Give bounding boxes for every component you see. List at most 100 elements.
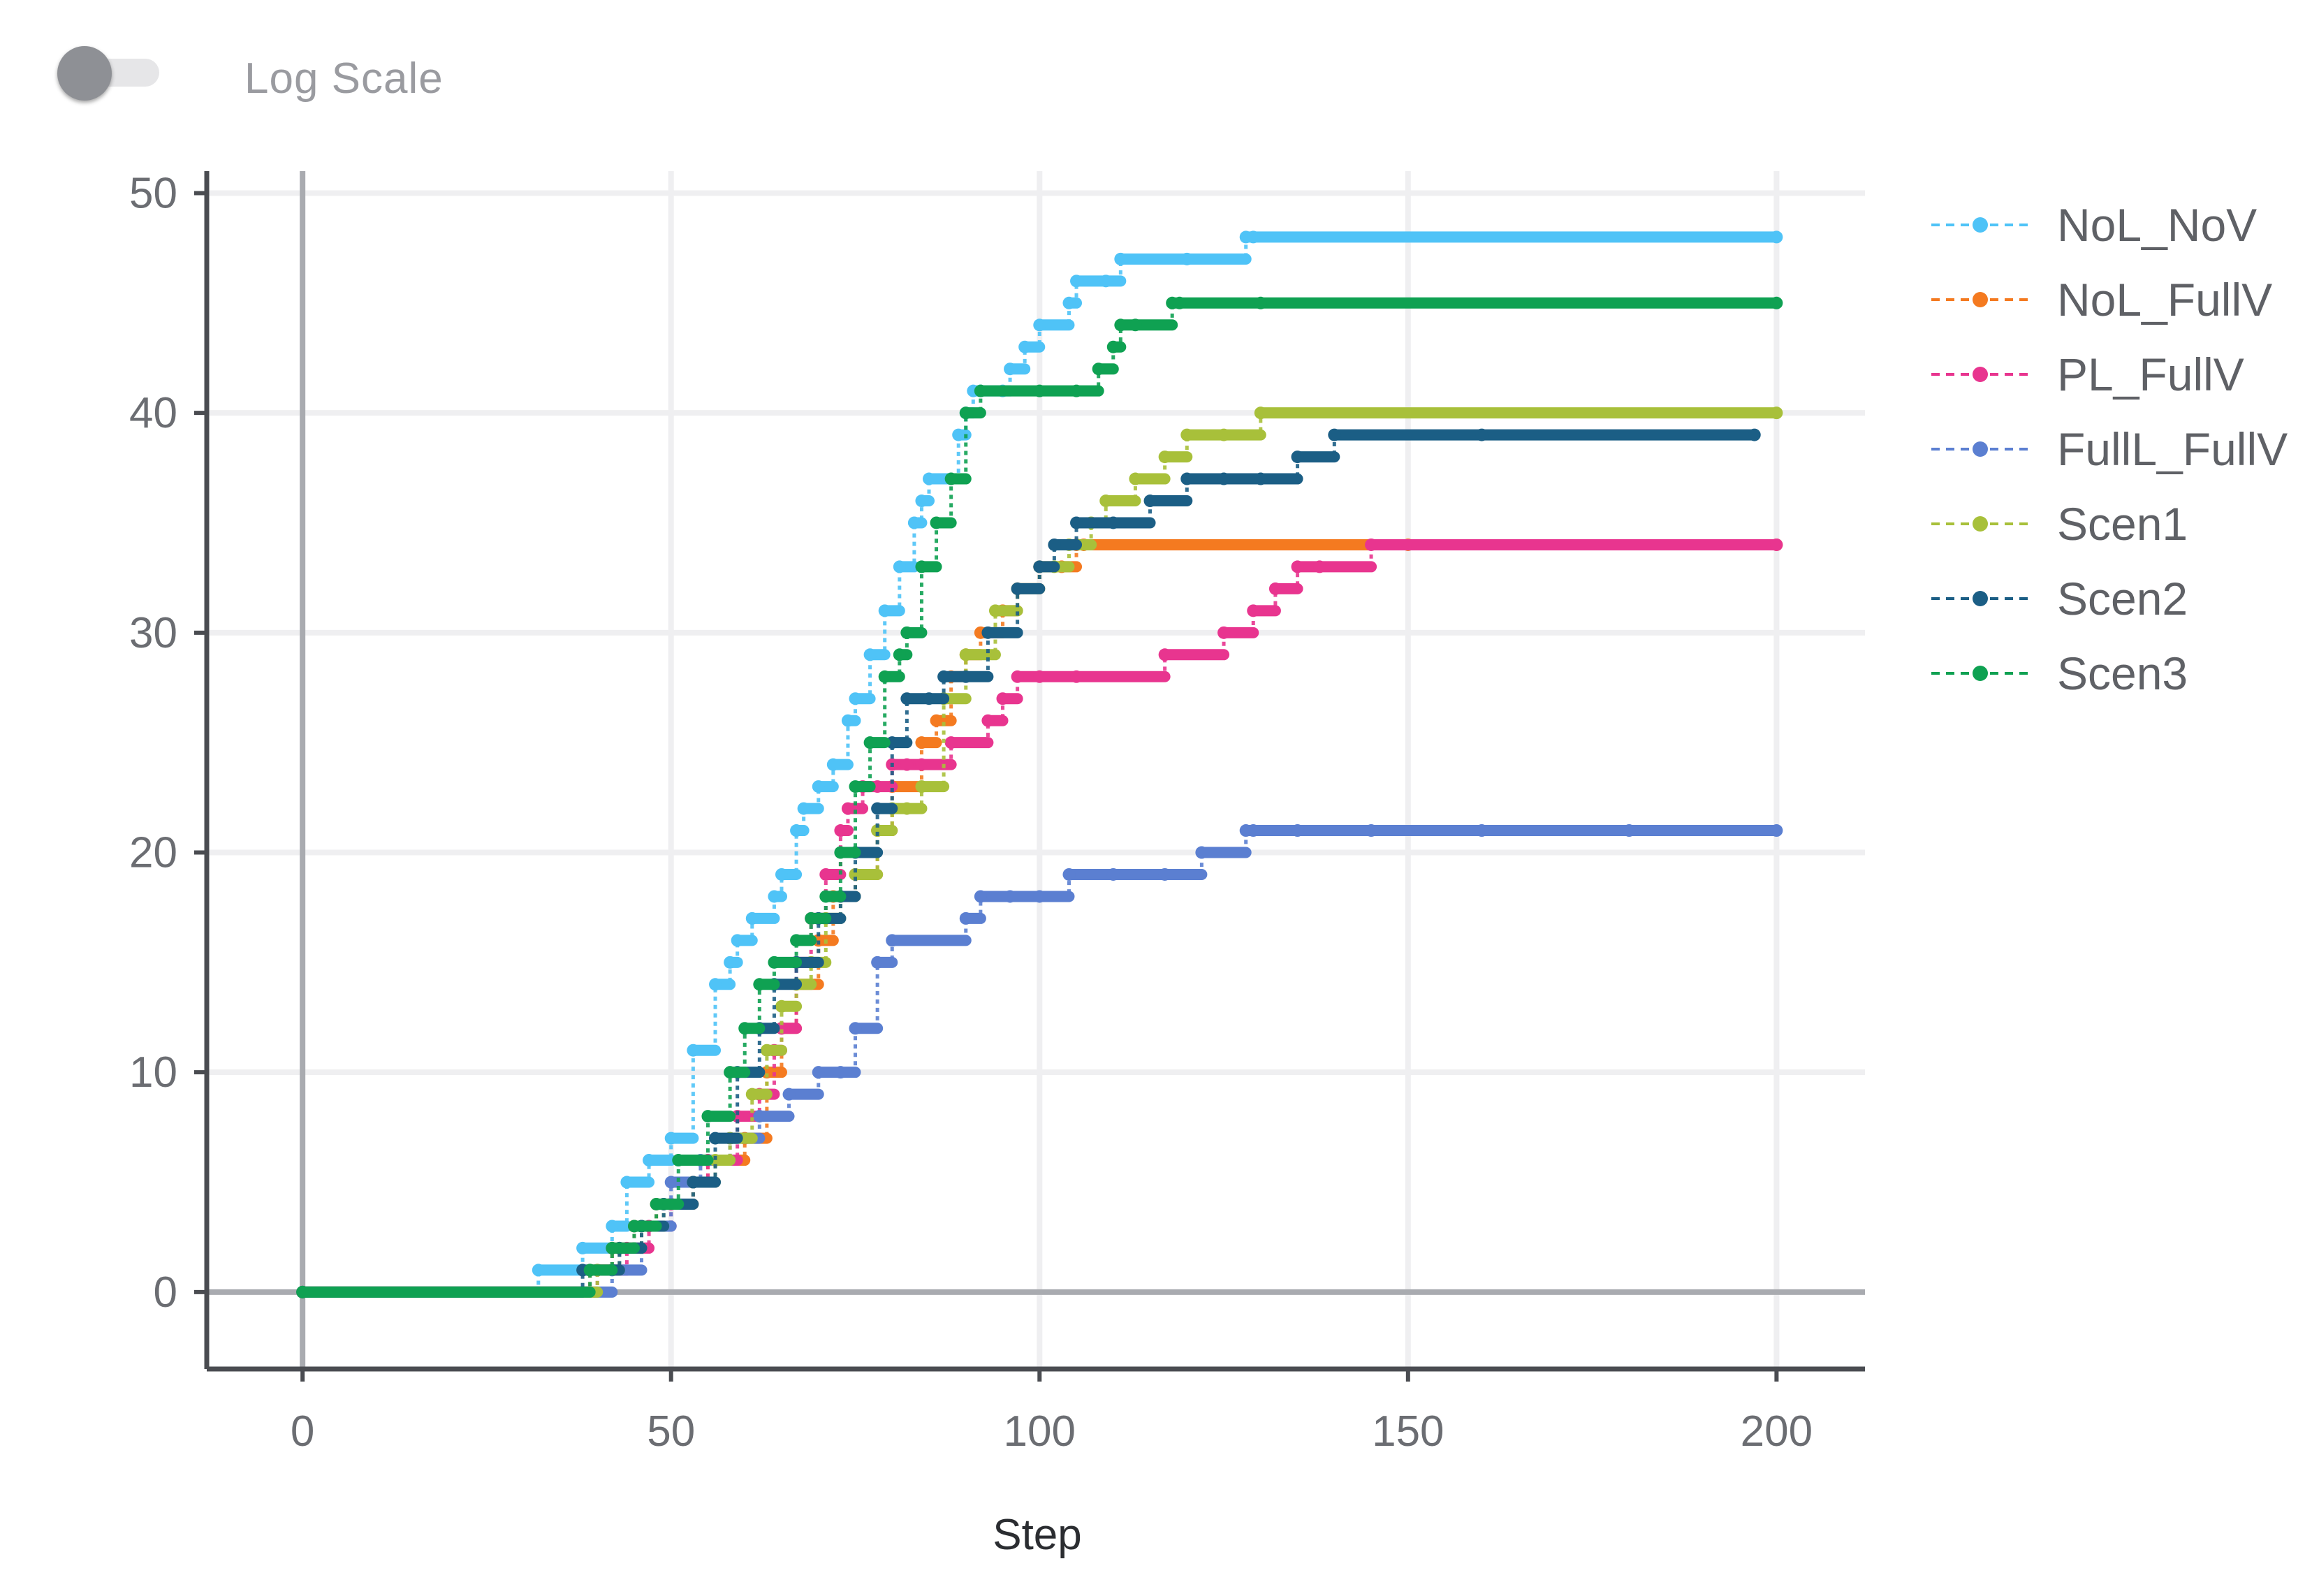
data-point bbox=[981, 626, 995, 639]
data-point bbox=[1247, 824, 1260, 837]
data-point bbox=[672, 1154, 685, 1167]
data-point bbox=[871, 956, 884, 969]
legend-item-FullL_FullV[interactable]: FullL_FullV bbox=[1931, 423, 2288, 475]
data-point bbox=[576, 1241, 590, 1254]
log-scale-label: Log Scale bbox=[244, 54, 444, 103]
legend-marker bbox=[1973, 666, 1988, 681]
x-tick-label: 200 bbox=[1741, 1407, 1813, 1456]
data-point bbox=[768, 956, 781, 969]
data-point bbox=[709, 978, 722, 991]
data-point bbox=[687, 1044, 700, 1057]
data-point bbox=[1770, 296, 1783, 309]
legend-marker bbox=[1973, 591, 1988, 606]
data-point bbox=[915, 736, 928, 749]
series-connector bbox=[302, 433, 1755, 1294]
data-point bbox=[1254, 407, 1267, 420]
legend-item-Scen3[interactable]: Scen3 bbox=[1931, 647, 2188, 699]
data-point bbox=[775, 1000, 788, 1013]
data-point bbox=[1070, 516, 1083, 529]
x-tick-label: 150 bbox=[1372, 1407, 1444, 1456]
data-point bbox=[1748, 428, 1761, 441]
data-point bbox=[1011, 582, 1024, 595]
data-point bbox=[606, 1220, 619, 1233]
data-point bbox=[627, 1220, 641, 1233]
data-point bbox=[1158, 451, 1171, 464]
series-group bbox=[296, 230, 1783, 1298]
legend-item-NoL_FullV[interactable]: NoL_FullV bbox=[1931, 274, 2272, 325]
data-point bbox=[1291, 560, 1304, 573]
y-tick-label: 50 bbox=[129, 169, 177, 217]
data-point bbox=[974, 890, 987, 903]
data-point bbox=[841, 802, 854, 815]
data-point bbox=[1062, 867, 1076, 881]
data-point bbox=[988, 604, 1002, 617]
log-scale-toggle[interactable] bbox=[57, 43, 162, 101]
data-point bbox=[687, 1176, 700, 1189]
data-point bbox=[797, 802, 810, 815]
data-point bbox=[790, 934, 803, 947]
data-point bbox=[1062, 296, 1076, 309]
data-point bbox=[959, 407, 972, 420]
data-point bbox=[701, 1110, 715, 1123]
legend-item-PL_FullV[interactable]: PL_FullV bbox=[1931, 349, 2244, 400]
data-point bbox=[996, 692, 1009, 705]
data-point bbox=[1033, 670, 1046, 683]
data-point bbox=[1247, 230, 1260, 244]
data-point bbox=[1173, 296, 1186, 309]
data-point bbox=[915, 780, 928, 793]
data-point bbox=[937, 670, 951, 683]
data-point bbox=[1070, 384, 1083, 397]
legend-item-Scen1[interactable]: Scen1 bbox=[1931, 498, 2188, 550]
toggle-knob[interactable] bbox=[57, 46, 112, 101]
data-point bbox=[900, 758, 914, 771]
data-point bbox=[974, 384, 987, 397]
data-point bbox=[1770, 824, 1783, 837]
legend-marker bbox=[1973, 441, 1988, 457]
legend-item-Scen2[interactable]: Scen2 bbox=[1931, 573, 2188, 624]
data-point bbox=[871, 802, 884, 815]
data-point bbox=[1129, 319, 1142, 332]
data-point bbox=[731, 934, 744, 947]
x-axis-title: Step bbox=[993, 1511, 1082, 1559]
legend-label: FullL_FullV bbox=[2057, 423, 2288, 475]
data-point bbox=[1180, 428, 1194, 441]
data-point bbox=[1475, 824, 1488, 837]
data-point bbox=[709, 1132, 722, 1145]
data-point bbox=[760, 1044, 773, 1057]
legend-marker bbox=[1973, 217, 1988, 233]
data-point bbox=[1158, 648, 1171, 661]
data-point bbox=[930, 714, 943, 727]
data-point bbox=[1217, 626, 1231, 639]
data-point bbox=[606, 1241, 619, 1254]
data-point bbox=[1114, 252, 1127, 265]
data-point bbox=[849, 1022, 862, 1035]
data-point bbox=[1313, 560, 1326, 573]
data-point bbox=[1033, 890, 1046, 903]
data-point bbox=[1365, 538, 1378, 551]
data-point bbox=[1254, 472, 1267, 485]
data-point bbox=[1268, 582, 1282, 595]
legend-label: NoL_FullV bbox=[2057, 274, 2272, 325]
data-point bbox=[1070, 670, 1083, 683]
data-point bbox=[1004, 890, 1017, 903]
legend-item-NoL_NoV[interactable]: NoL_NoV bbox=[1931, 199, 2257, 251]
data-point bbox=[664, 1176, 678, 1189]
legend-label: Scen2 bbox=[2057, 573, 2188, 624]
data-point bbox=[878, 604, 891, 617]
data-point bbox=[900, 626, 914, 639]
data-point bbox=[863, 648, 877, 661]
data-point bbox=[745, 912, 759, 925]
data-point bbox=[812, 1066, 825, 1079]
data-point bbox=[583, 1264, 597, 1277]
data-point bbox=[650, 1197, 663, 1210]
series-Scen2 bbox=[296, 428, 1761, 1298]
series-NoL_NoV bbox=[296, 230, 1783, 1298]
data-point bbox=[1011, 670, 1024, 683]
data-point bbox=[745, 1088, 759, 1101]
data-point bbox=[930, 516, 943, 529]
data-point bbox=[1129, 472, 1142, 485]
data-point bbox=[620, 1176, 634, 1189]
data-point bbox=[834, 1066, 847, 1079]
data-point bbox=[738, 1022, 752, 1035]
legend-label: Scen3 bbox=[2057, 647, 2188, 699]
